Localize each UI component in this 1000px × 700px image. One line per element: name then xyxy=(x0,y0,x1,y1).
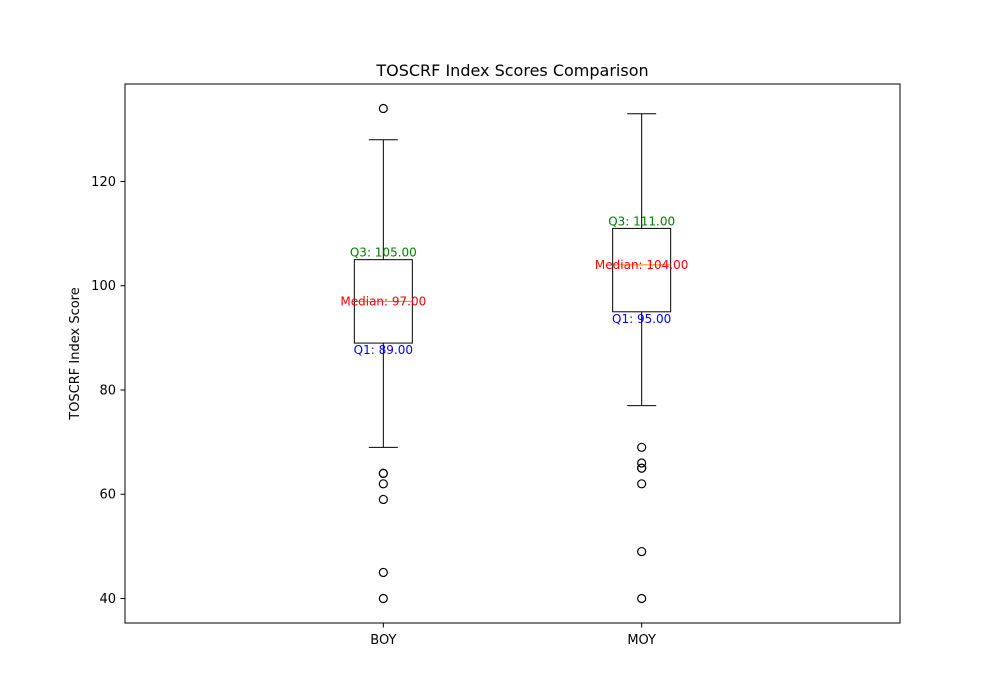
outlier-point xyxy=(378,479,388,489)
outlier-point xyxy=(637,593,647,604)
y-tick-label: 120 xyxy=(91,175,116,190)
outlier-point xyxy=(378,103,388,114)
q1-label: Q1: 89.00 xyxy=(354,343,413,357)
q1-label: Q1: 95.00 xyxy=(612,312,671,326)
x-tick-label: BOY xyxy=(370,633,396,648)
y-axis: 40 60 80 100 120 xyxy=(91,175,125,607)
y-tick-label: 40 xyxy=(99,592,116,607)
x-tick-label: MOY xyxy=(627,633,656,648)
outlier-point xyxy=(637,463,647,473)
y-axis-label: TOSCRF Index Score xyxy=(68,287,83,420)
iqr-box xyxy=(612,227,672,313)
x-axis: BOY MOY xyxy=(370,623,656,648)
outlier-point xyxy=(378,593,388,604)
chart-title: TOSCRF Index Scores Comparison xyxy=(375,61,648,80)
y-tick-label: 80 xyxy=(99,383,116,398)
box-group-boy: Q3: 105.00 Median: 97.00 Q1: 89.00 xyxy=(340,103,426,604)
q3-label: Q3: 111.00 xyxy=(608,214,675,228)
y-tick-label: 60 xyxy=(99,488,116,503)
outlier-point xyxy=(378,567,388,578)
q3-label: Q3: 105.00 xyxy=(350,246,417,260)
outlier-point xyxy=(637,458,647,468)
outlier-point xyxy=(378,494,388,505)
median-label: Median: 97.00 xyxy=(340,294,426,308)
box-group-moy: Q3: 111.00 Median: 104.00 Q1: 95.00 xyxy=(595,113,689,604)
outlier-point xyxy=(378,468,388,478)
outlier-point xyxy=(637,546,647,557)
plot-area: Q3: 105.00 Median: 97.00 Q1: 89.00 Q3: 111.… xyxy=(340,103,689,604)
outlier-point xyxy=(637,442,647,452)
median-label: Median: 104.00 xyxy=(595,258,689,272)
outlier-point xyxy=(637,479,647,489)
axes-frame xyxy=(124,83,901,624)
y-tick-label: 100 xyxy=(91,279,116,294)
